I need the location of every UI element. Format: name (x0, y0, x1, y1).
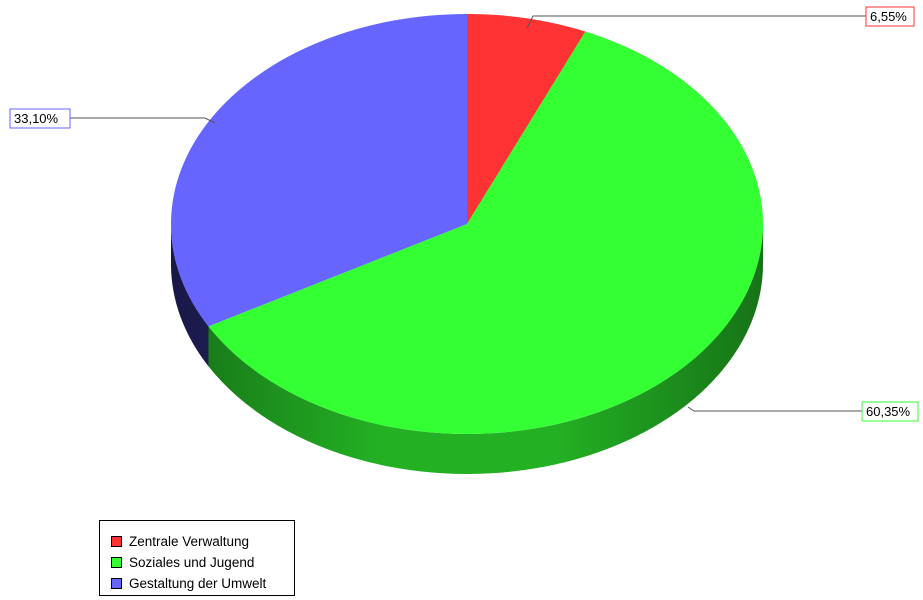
pie-callouts: 6,55% 60,35% 33,10% (9, 6, 919, 422)
leader-line-gestaltung-der-umwelt (70, 117, 216, 124)
legend-label-zentrale-verwaltung: Zentrale Verwaltung (129, 534, 250, 549)
legend-swatch-zentrale-verwaltung (111, 536, 122, 547)
pie-top-faces (170, 14, 763, 435)
legend-item-zentrale-verwaltung: Zentrale Verwaltung (111, 531, 294, 552)
pie-slice-zentrale-verwaltung (467, 14, 586, 224)
legend-item-gestaltung-der-umwelt: Gestaltung der Umwelt (111, 573, 294, 594)
legend: Zentrale Verwaltung Soziales und Jugend … (99, 520, 295, 596)
pie-side-walls (171, 224, 764, 475)
callout-zentrale-verwaltung: 6,55% (526, 6, 915, 29)
legend-label-soziales-und-jugend: Soziales und Jugend (129, 555, 255, 570)
legend-label-gestaltung-der-umwelt: Gestaltung der Umwelt (129, 576, 267, 591)
pie-slice-gestaltung-der-umwelt (170, 14, 467, 327)
callout-gestaltung-der-umwelt: 33,10% (9, 108, 216, 129)
callout-soziales-und-jugend: 60,35% (687, 401, 919, 422)
data-label-gestaltung-der-umwelt: 33,10% (14, 111, 59, 126)
legend-swatch-gestaltung-der-umwelt (111, 578, 122, 589)
leader-line-zentrale-verwaltung (526, 15, 866, 29)
data-label-box-soziales-und-jugend (861, 401, 919, 422)
leader-line-soziales-und-jugend (687, 406, 862, 412)
pie-slice-soziales-und-jugend (208, 31, 763, 435)
data-label-zentrale-verwaltung: 6,55% (870, 9, 907, 24)
data-label-box-zentrale-verwaltung (865, 6, 915, 27)
data-label-box-gestaltung-der-umwelt (9, 108, 71, 129)
legend-swatch-soziales-und-jugend (111, 557, 122, 568)
legend-item-soziales-und-jugend: Soziales und Jugend (111, 552, 294, 573)
pie-side-shading (171, 224, 763, 474)
data-label-soziales-und-jugend: 60,35% (866, 404, 911, 419)
